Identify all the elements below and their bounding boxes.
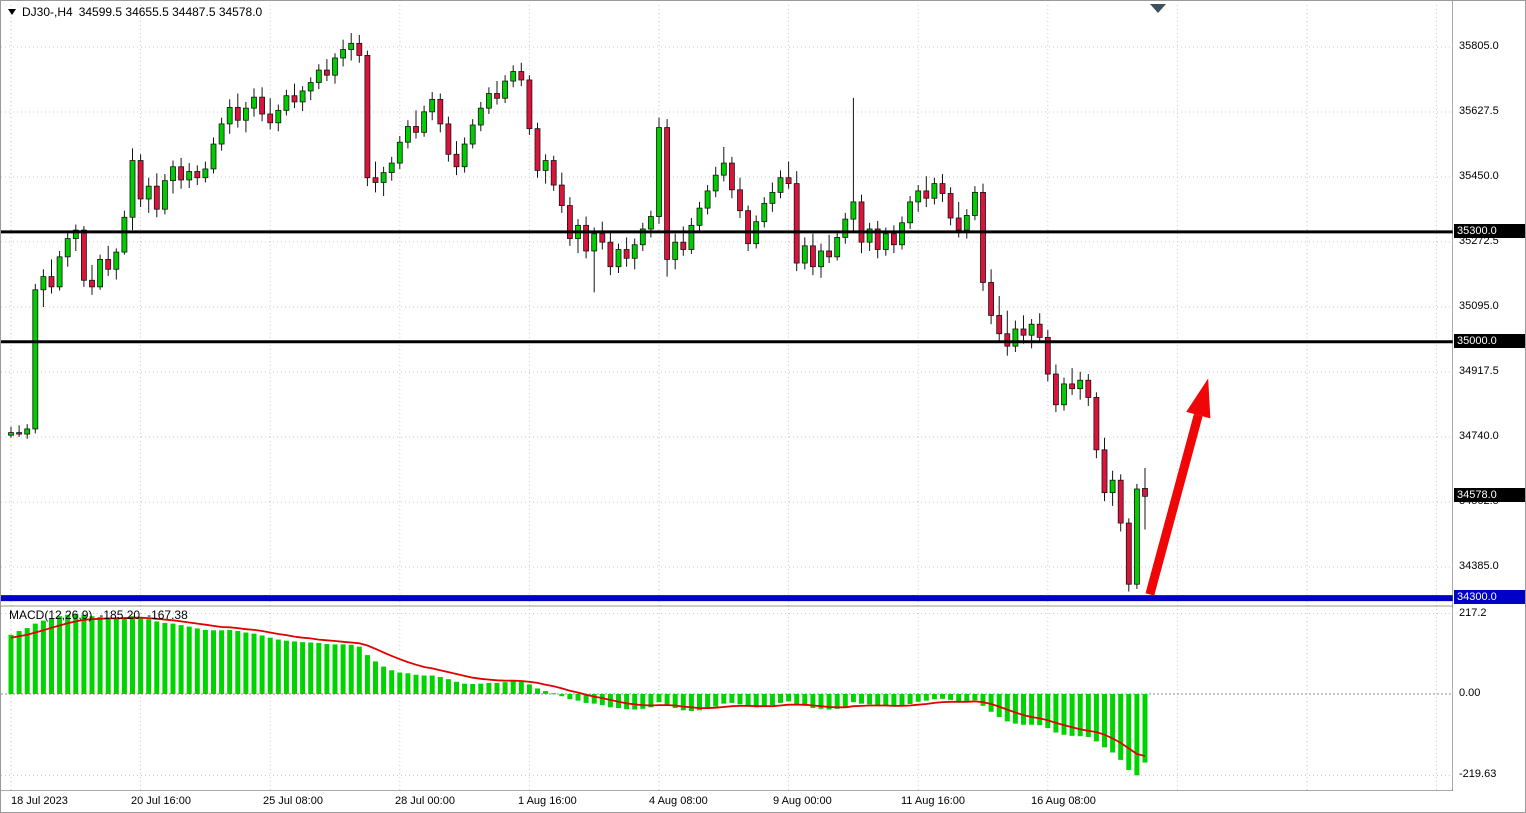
price-tick-label: 35272.5 bbox=[1459, 235, 1499, 247]
price-tick-label: 34385.0 bbox=[1459, 560, 1499, 572]
price-level-badge: 35000.0 bbox=[1454, 333, 1525, 348]
price-tick-label: 35095.0 bbox=[1459, 300, 1499, 312]
price-axis[interactable]: 35805.0 35627.5 35450.0 35272.5 35095.0 34917… bbox=[1453, 1, 1525, 791]
grid bbox=[1, 5, 1453, 791]
chart-title: DJ30-,H4 34599.5 34655.5 34487.5 34578.0 bbox=[8, 5, 262, 19]
macd-name: MACD(12,26,9) bbox=[9, 608, 93, 622]
macd-tick-label: 217.2 bbox=[1459, 606, 1487, 619]
candlesticks bbox=[8, 33, 1148, 592]
price-level-badge: 35300.0 bbox=[1454, 223, 1525, 238]
time-tick-label: 18 Jul 2023 bbox=[11, 795, 68, 807]
time-tick-label: 20 Jul 16:00 bbox=[131, 795, 191, 807]
symbol-period-label: DJ30-,H4 bbox=[22, 5, 73, 19]
time-tick-label: 1 Aug 16:00 bbox=[518, 795, 577, 807]
time-tick-label: 16 Aug 08:00 bbox=[1031, 795, 1096, 807]
trend-arrow[interactable] bbox=[1145, 378, 1211, 596]
collapse-triangle-icon[interactable] bbox=[8, 9, 16, 15]
time-tick-label: 25 Jul 08:00 bbox=[263, 795, 323, 807]
ohlc-values: 34599.5 34655.5 34487.5 34578.0 bbox=[78, 5, 263, 19]
time-tick-label: 9 Aug 00:00 bbox=[773, 795, 832, 807]
price-tick-label: 34740.0 bbox=[1459, 430, 1499, 442]
chart-shift-marker-icon[interactable] bbox=[1150, 4, 1166, 13]
price-tick-label: 34917.5 bbox=[1459, 365, 1499, 377]
time-axis[interactable]: 18 Jul 2023 20 Jul 16:00 25 Jul 08:00 28 Ju… bbox=[1, 791, 1525, 812]
time-tick-label: 11 Aug 16:00 bbox=[901, 795, 966, 807]
macd-histogram bbox=[8, 614, 1148, 776]
macd-tick-label: 0.00 bbox=[1459, 687, 1481, 699]
macd-main-value: -185.20 bbox=[99, 608, 141, 622]
time-tick-label: 4 Aug 08:00 bbox=[649, 795, 708, 807]
macd-indicator-label: MACD(12,26,9) -185.20 -167.38 bbox=[9, 608, 188, 622]
price-tick-label: 35805.0 bbox=[1459, 40, 1499, 52]
price-level-badge: 34300.0 bbox=[1454, 590, 1525, 605]
current-price-badge: 34578.0 bbox=[1454, 488, 1525, 503]
macd-signal-line bbox=[10, 616, 1146, 757]
macd-tick-label: -219.63 bbox=[1459, 768, 1497, 781]
macd-signal-value: -167.38 bbox=[147, 608, 188, 622]
time-tick-label: 28 Jul 00:00 bbox=[395, 795, 455, 807]
price-tick-label: 35627.5 bbox=[1459, 105, 1499, 117]
price-tick-label: 35450.0 bbox=[1459, 170, 1499, 182]
horizontal-level-lines[interactable] bbox=[1, 230, 1453, 602]
